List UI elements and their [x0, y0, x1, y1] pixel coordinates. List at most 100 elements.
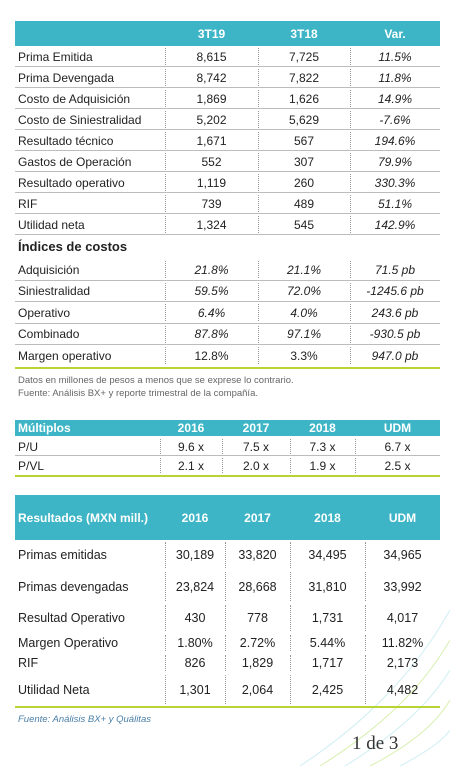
column-line: [258, 325, 259, 343]
row-line: [15, 108, 440, 109]
table-cell: 33,820: [238, 548, 277, 562]
table-cell: 11.82%: [381, 636, 424, 650]
row-line: [15, 66, 440, 67]
header-cell: 2018: [314, 510, 341, 525]
table-cell: Resultado operativo: [18, 175, 125, 190]
table-cell: Margen Operativo: [18, 636, 119, 650]
table-cell: 330.3%: [374, 175, 416, 190]
column-line: [225, 605, 226, 631]
column-line: [258, 153, 259, 170]
row-line: [15, 192, 440, 193]
table-cell: 59.5%: [194, 284, 229, 299]
column-line: [258, 261, 259, 278]
column-line: [365, 605, 366, 631]
table-cell: Combinado: [18, 327, 80, 342]
column-line: [258, 174, 259, 191]
row-line: [15, 150, 440, 151]
table-cell: 2,064: [241, 682, 274, 697]
rule: [15, 706, 440, 708]
column-line: [290, 439, 291, 454]
column-line: [258, 347, 259, 364]
row-line: [15, 455, 440, 456]
table-cell: 7,725: [288, 49, 320, 64]
row-line: [15, 301, 440, 302]
column-line: [165, 347, 166, 364]
table-cell: P/VL: [18, 458, 45, 473]
table-cell: 30,189: [175, 548, 215, 562]
row-line: [15, 213, 440, 214]
column-line: [350, 195, 351, 212]
column-line: [165, 325, 166, 343]
column-line: [225, 542, 226, 568]
header-cell: 3T18: [290, 26, 318, 41]
table-cell: 71.5 pb: [374, 262, 416, 277]
table-cell: 826: [184, 656, 206, 670]
table-cell: 21.1%: [286, 262, 322, 277]
table-cell: Prima Emitida: [18, 49, 93, 64]
column-line: [365, 675, 366, 704]
column-line: [355, 439, 356, 454]
column-line: [290, 458, 291, 473]
column-line: [165, 132, 166, 149]
table-cell: 1,119: [196, 175, 227, 190]
column-line: [365, 572, 366, 601]
table-cell: 567: [293, 133, 315, 148]
table-cell: 33,992: [383, 579, 422, 594]
table-cell: 2.1 x: [177, 458, 204, 473]
column-line: [290, 572, 291, 601]
page-number: 1 de 3: [352, 733, 399, 754]
table-cell: Primas devengadas: [18, 579, 129, 594]
table-cell: 51.1%: [377, 196, 413, 211]
column-line: [165, 282, 166, 300]
column-line: [165, 304, 166, 321]
header-cell: 2018: [309, 421, 336, 435]
table-cell: 87.8%: [194, 327, 229, 342]
table-cell: 552: [201, 154, 222, 169]
column-line: [165, 69, 166, 86]
table-cell: 2.72%: [239, 636, 276, 650]
table-cell: 1,731: [311, 611, 344, 625]
column-line: [258, 132, 259, 149]
column-line: [165, 195, 166, 212]
rule: [15, 475, 440, 477]
column-line: [365, 655, 366, 671]
column-line: [350, 174, 351, 191]
table-cell: 4.0%: [290, 305, 318, 320]
table-cell: 79.9%: [377, 154, 413, 169]
table-cell: 1.80%: [177, 636, 213, 650]
column-line: [165, 216, 166, 233]
table-cell: 7.3 x: [309, 439, 336, 454]
column-line: [290, 542, 291, 568]
table-cell: 778: [247, 611, 268, 625]
header-cell: UDM: [383, 421, 412, 435]
table-cell: -1245.6 pb: [366, 284, 424, 299]
table-cell: 12.8%: [194, 348, 229, 363]
column-line: [165, 90, 166, 107]
row-line: [15, 129, 440, 130]
column-line: [365, 542, 366, 568]
table-cell: Siniestralidad: [18, 284, 91, 299]
table-cell: -7.6%: [379, 112, 411, 127]
table-cell: 1,829: [241, 656, 274, 670]
table-cell: 9.6 x: [177, 439, 204, 454]
table-cell: 23,824: [175, 579, 215, 594]
table-cell: 2.5 x: [384, 458, 411, 473]
column-line: [350, 132, 351, 149]
row-line: [15, 279, 440, 281]
column-line: [258, 48, 259, 65]
column-line: [350, 325, 351, 343]
table-cell: Operativo: [18, 305, 71, 320]
table-cell: 34,965: [383, 548, 422, 562]
table-cell: Costo de Siniestralidad: [18, 112, 142, 127]
note: Fuente: Análisis BX+ y reporte trimestra…: [18, 388, 258, 399]
table-cell: 28,668: [238, 579, 277, 594]
column-line: [365, 635, 366, 651]
table-cell: Resultad Operativo: [18, 611, 126, 625]
table-cell: 34,495: [308, 548, 347, 562]
table-cell: RIF: [18, 196, 38, 211]
table-cell: Costo de Adquisición: [18, 91, 131, 106]
table-cell: 430: [184, 611, 206, 625]
table-header: [15, 21, 440, 46]
table-cell: Margen operativo: [18, 348, 112, 363]
